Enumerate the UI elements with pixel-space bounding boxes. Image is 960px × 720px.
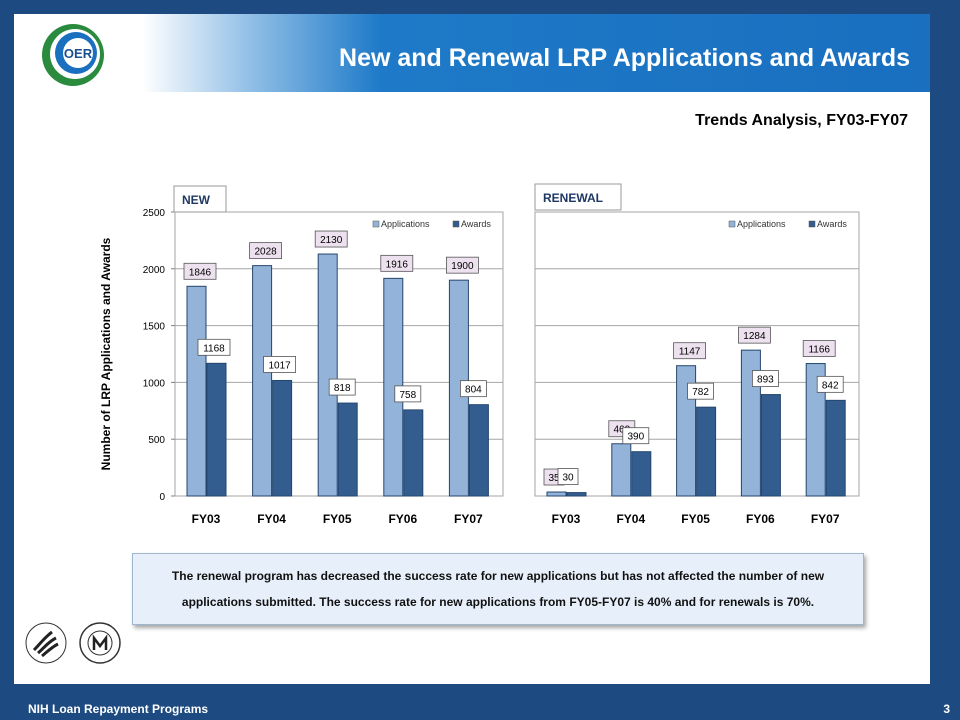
data-label-box <box>752 370 779 387</box>
bar-applications <box>546 491 567 497</box>
x-tick-label: FY05 <box>681 512 710 526</box>
chart-title-box <box>534 183 622 211</box>
chart-title-box <box>173 185 227 213</box>
data-label-box <box>249 242 283 260</box>
data-label: 2130 <box>320 235 343 246</box>
data-label: 758 <box>399 390 416 401</box>
data-label-box <box>197 338 231 356</box>
data-label: 1916 <box>386 259 409 270</box>
bar-applications <box>252 265 273 497</box>
data-label: 1147 <box>679 347 701 358</box>
chart-title: RENEWAL <box>543 191 603 205</box>
data-label-box <box>557 468 579 485</box>
x-tick-label: FY04 <box>616 512 645 526</box>
data-label-box <box>394 385 422 403</box>
data-label: 818 <box>334 383 351 394</box>
data-label-box <box>673 342 706 360</box>
bar-applications <box>186 285 207 497</box>
title-bar: OER New and Renewal LRP Applications and… <box>14 14 930 92</box>
data-label: 893 <box>757 375 774 386</box>
legend-swatch-applications <box>372 220 380 228</box>
legend-label: Awards <box>817 219 847 229</box>
data-label-box <box>816 375 844 393</box>
data-label: 35 <box>548 473 560 484</box>
y-tick-label: 1000 <box>143 378 166 389</box>
data-label-box <box>445 256 479 274</box>
bar-awards <box>403 409 424 497</box>
legend-label: Applications <box>381 219 430 229</box>
y-tick-label: 1500 <box>143 322 166 333</box>
bar-applications <box>805 363 826 497</box>
x-tick-label: FY03 <box>192 512 221 526</box>
data-label-box <box>328 378 356 396</box>
bar-awards <box>566 492 587 497</box>
y-tick-label: 2000 <box>143 265 166 276</box>
hhs-eagle-icon <box>25 622 67 664</box>
slide-title: New and Renewal LRP Applications and Awa… <box>339 44 910 72</box>
data-label: 782 <box>692 387 709 398</box>
bar-awards <box>696 406 717 497</box>
nih-logo-icon <box>79 622 121 664</box>
data-label: 2028 <box>254 247 277 258</box>
bar-awards <box>468 404 489 497</box>
footer-program-name: NIH Loan Repayment Programs <box>28 702 209 716</box>
data-label: 1284 <box>743 331 766 342</box>
legend-label: Awards <box>461 219 491 229</box>
bar-awards <box>631 451 652 497</box>
bar-applications <box>611 443 632 497</box>
data-label-box <box>183 262 217 280</box>
data-label: 842 <box>822 380 839 391</box>
y-tick-label: 500 <box>148 435 165 446</box>
bar-awards <box>760 394 781 497</box>
data-label-box <box>314 230 348 248</box>
legend-swatch-awards <box>452 220 460 228</box>
data-label: 1168 <box>203 343 225 354</box>
data-label: 30 <box>562 473 574 484</box>
data-label: 804 <box>465 385 482 396</box>
data-label-box <box>687 382 714 400</box>
y-tick-label: 2500 <box>143 208 166 219</box>
data-label: 1017 <box>268 360 291 371</box>
chart-title: NEW <box>182 193 211 207</box>
data-label-box <box>622 427 650 445</box>
x-tick-label: FY05 <box>323 512 352 526</box>
x-tick-label: FY06 <box>746 512 775 526</box>
data-label-box <box>802 340 836 357</box>
y-axis-label-group: Number of LRP Applications and Awards <box>99 237 113 470</box>
legend-swatch-applications <box>728 220 736 228</box>
data-label: 390 <box>627 432 644 443</box>
bar-awards <box>337 402 358 497</box>
data-label: 1166 <box>808 345 830 356</box>
bar-applications <box>317 253 338 497</box>
data-label: 1900 <box>451 261 474 272</box>
data-label-box <box>380 254 414 272</box>
legend-label: Applications <box>737 219 786 229</box>
data-label: 1846 <box>189 267 212 278</box>
y-tick-label: 0 <box>159 492 165 503</box>
x-tick-label: FY07 <box>454 512 483 526</box>
summary-note: The renewal program has decreased the su… <box>132 553 864 625</box>
footer-page-number: 3 <box>943 702 950 716</box>
bar-awards <box>825 399 846 497</box>
x-tick-label: FY06 <box>388 512 417 526</box>
bar-awards <box>272 379 293 497</box>
data-label-box <box>738 326 771 344</box>
legend-swatch-awards <box>808 220 816 228</box>
x-tick-label: FY07 <box>811 512 840 526</box>
data-label-box <box>263 356 297 373</box>
slide-subtitle: Trends Analysis, FY03-FY07 <box>695 112 908 129</box>
data-label: 460 <box>613 425 630 436</box>
x-tick-label: FY04 <box>257 512 286 526</box>
y-axis-label: Number of LRP Applications and Awards <box>99 237 113 470</box>
oer-logo: OER <box>42 24 104 86</box>
x-tick-label: FY03 <box>552 512 581 526</box>
bar-awards <box>206 362 227 497</box>
data-label-box <box>459 380 487 398</box>
logo-text: OER <box>64 46 93 61</box>
